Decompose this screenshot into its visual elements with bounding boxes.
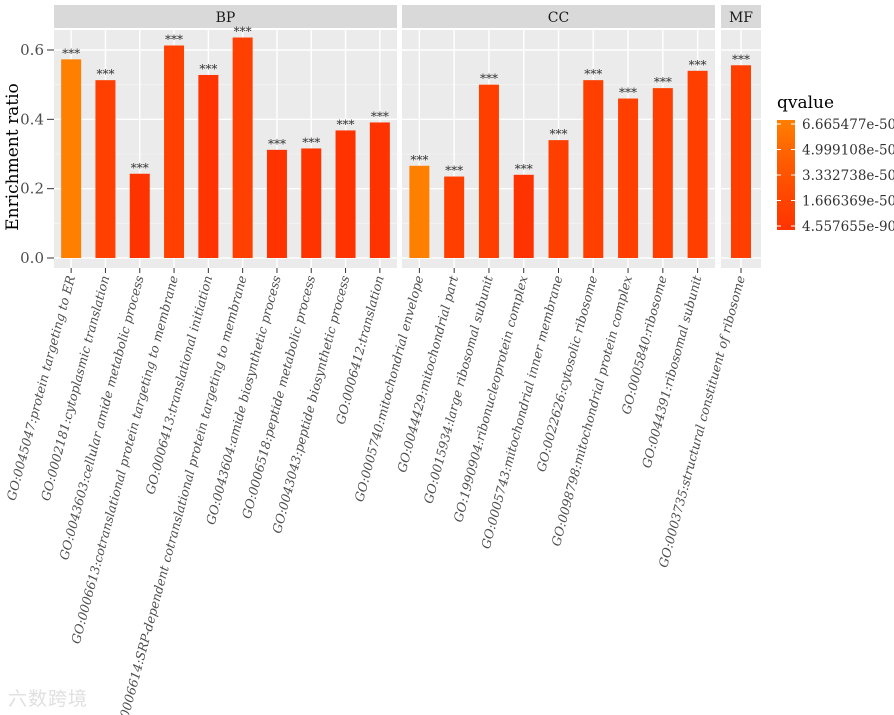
bar [232, 37, 253, 258]
bar [618, 98, 639, 259]
bar [687, 70, 708, 258]
significance-label: *** [268, 137, 286, 151]
x-tick-label: GO:0003735:structural constituent of rib… [655, 274, 748, 569]
significance-label: *** [131, 161, 149, 175]
significance-label: *** [550, 127, 568, 141]
bar [61, 59, 82, 258]
legend-label: 1.666369e-50 [802, 194, 894, 210]
significance-label: *** [584, 67, 602, 81]
bar [198, 74, 219, 259]
significance-label: *** [96, 67, 114, 81]
bar [129, 173, 150, 258]
significance-label: *** [689, 58, 707, 72]
bar [444, 176, 465, 258]
significance-label: *** [234, 25, 252, 39]
significance-label: *** [371, 109, 389, 123]
bar [513, 174, 534, 258]
significance-label: *** [445, 164, 463, 178]
significance-label: *** [515, 162, 533, 176]
bar [266, 149, 287, 258]
legend-label: 3.332738e-50 [802, 168, 894, 184]
significance-label: *** [302, 135, 320, 149]
significance-label: *** [480, 72, 498, 86]
legend-label: 6.665477e-50 [802, 117, 894, 133]
bar [301, 148, 322, 258]
legend-label: 4.557655e-90 [802, 219, 894, 235]
facet-strip-label: BP [216, 10, 236, 26]
y-axis-label: Enrichment ratio [3, 83, 23, 231]
significance-label: *** [199, 62, 217, 76]
significance-label: *** [654, 75, 672, 89]
bar [731, 65, 751, 259]
bar [652, 88, 673, 258]
bar [478, 84, 499, 259]
x-tick-label: GO:0006614:SRP-dependent cotranslational… [110, 274, 249, 715]
facet-strip [721, 5, 761, 28]
bar [409, 165, 430, 258]
y-tick-label: 0.2 [20, 180, 44, 198]
legend-title: qvalue [777, 93, 834, 113]
bar [548, 140, 569, 258]
bar [369, 122, 390, 258]
legend-colorbar [777, 120, 795, 230]
y-tick-label: 0.0 [20, 249, 44, 267]
significance-label: *** [62, 46, 80, 60]
facet-strip-label: CC [548, 10, 569, 26]
legend-label: 4.999108e-50 [802, 143, 894, 159]
facet-strip [402, 5, 715, 28]
facet-strip [54, 5, 397, 28]
bar [95, 80, 116, 258]
bar [335, 130, 356, 258]
bar [583, 80, 604, 258]
watermark-text: 六数跨境 [8, 688, 89, 710]
bar [164, 45, 185, 258]
facet-strip-label: MF [729, 10, 753, 26]
y-tick-label: 0.4 [20, 110, 44, 128]
significance-label: *** [165, 32, 183, 46]
significance-label: *** [732, 52, 750, 66]
y-tick-label: 0.6 [20, 41, 44, 59]
significance-label: *** [619, 86, 637, 100]
significance-label: *** [337, 117, 355, 131]
significance-label: *** [410, 153, 428, 167]
